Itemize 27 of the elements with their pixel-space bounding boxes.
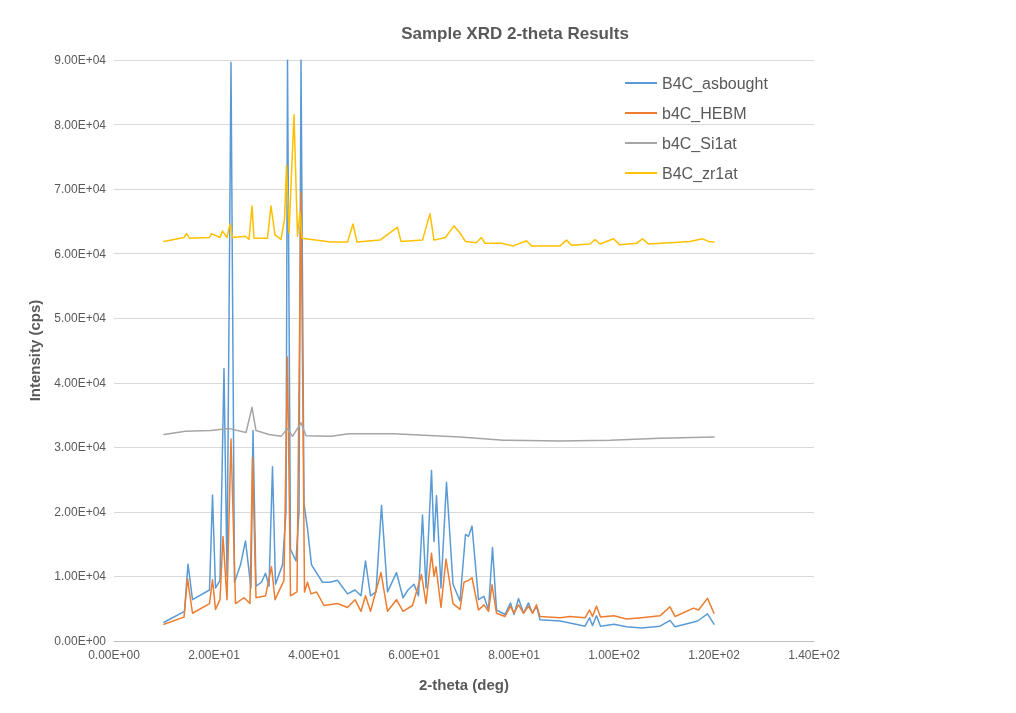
x-tick-label: 0.00E+00: [88, 648, 141, 662]
x-tick-label: 2.00E+01: [188, 648, 241, 662]
y-tick-label: 1.00E+04: [54, 569, 107, 584]
y-tick-label: 9.00E+04: [54, 53, 107, 67]
x-tick-label: 1.20E+02: [688, 648, 741, 662]
y-tick-label: 8.00E+04: [54, 117, 107, 132]
legend-label: B4C_zr1at: [662, 164, 739, 183]
y-tick-label: 3.00E+04: [54, 440, 107, 455]
x-tick-label: 6.00E+01: [388, 648, 441, 662]
legend-label: B4C_asbought: [662, 74, 769, 93]
y-tick-label: 6.00E+04: [54, 246, 107, 261]
x-tick-label: 1.40E+02: [788, 648, 841, 662]
x-tick-label: 8.00E+01: [488, 648, 541, 662]
y-tick-label: 2.00E+04: [54, 504, 107, 519]
y-axis-title: Intensity (cps): [26, 299, 43, 402]
y-tick-label: 0.00E+00: [54, 634, 107, 648]
y-tick-label: 7.00E+04: [54, 182, 107, 197]
legend-label: b4C_Si1at: [662, 134, 738, 153]
legend-label: b4C_HEBM: [662, 104, 747, 123]
y-tick-label: 4.00E+04: [54, 375, 107, 390]
chart-title: Sample XRD 2-theta Results: [401, 24, 629, 43]
x-tick-label: 1.00E+02: [588, 648, 641, 662]
x-tick-label: 4.00E+01: [288, 648, 341, 662]
line-series: [163, 406, 715, 442]
line-series: [163, 191, 715, 625]
x-axis-title: 2-theta (deg): [419, 676, 509, 693]
y-tick-label: 5.00E+04: [54, 311, 107, 326]
